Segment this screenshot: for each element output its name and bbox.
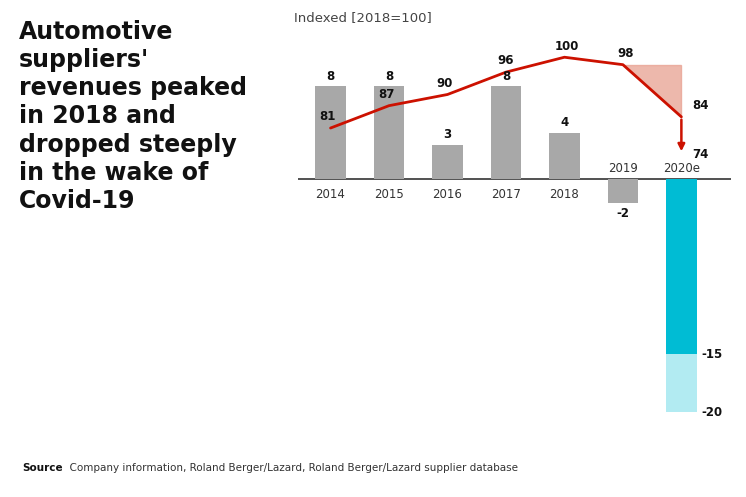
Text: 8: 8 xyxy=(385,70,393,83)
Text: -15: -15 xyxy=(702,347,723,361)
Text: 100: 100 xyxy=(555,40,580,53)
Text: Source: Source xyxy=(22,463,63,473)
Bar xyxy=(666,354,697,413)
Text: 96: 96 xyxy=(498,55,514,68)
Bar xyxy=(549,133,580,179)
Bar xyxy=(316,86,345,179)
Text: 81: 81 xyxy=(319,110,336,123)
Text: 4: 4 xyxy=(560,116,568,129)
Text: 74: 74 xyxy=(692,148,708,161)
Text: 2015: 2015 xyxy=(374,188,404,201)
Text: Company information, Roland Berger/Lazard, Roland Berger/Lazard supplier databas: Company information, Roland Berger/Lazar… xyxy=(63,463,518,473)
Text: -20: -20 xyxy=(702,406,723,419)
Bar xyxy=(432,145,463,179)
Text: 2018: 2018 xyxy=(550,188,580,201)
Text: Automotive
suppliers'
revenues peaked
in 2018 and
dropped steeply
in the wake of: Automotive suppliers' revenues peaked in… xyxy=(19,20,246,213)
Text: 8: 8 xyxy=(327,70,335,83)
Bar xyxy=(491,86,521,179)
Text: 2014: 2014 xyxy=(316,188,345,201)
Text: 2016: 2016 xyxy=(433,188,463,201)
Text: 87: 87 xyxy=(378,88,395,101)
Bar xyxy=(374,86,404,179)
Text: 2017: 2017 xyxy=(491,188,521,201)
Bar xyxy=(608,179,638,203)
Text: 8: 8 xyxy=(502,70,510,83)
Text: 3: 3 xyxy=(443,128,451,141)
Text: 84: 84 xyxy=(692,99,709,112)
Bar xyxy=(666,179,697,354)
Text: 98: 98 xyxy=(618,47,634,60)
Polygon shape xyxy=(623,65,681,117)
Text: -2: -2 xyxy=(616,207,630,221)
Text: Indexed [2018=100]: Indexed [2018=100] xyxy=(294,11,432,24)
Text: 90: 90 xyxy=(436,77,453,90)
Text: 2019: 2019 xyxy=(608,162,638,175)
Text: 2020e: 2020e xyxy=(663,162,700,175)
